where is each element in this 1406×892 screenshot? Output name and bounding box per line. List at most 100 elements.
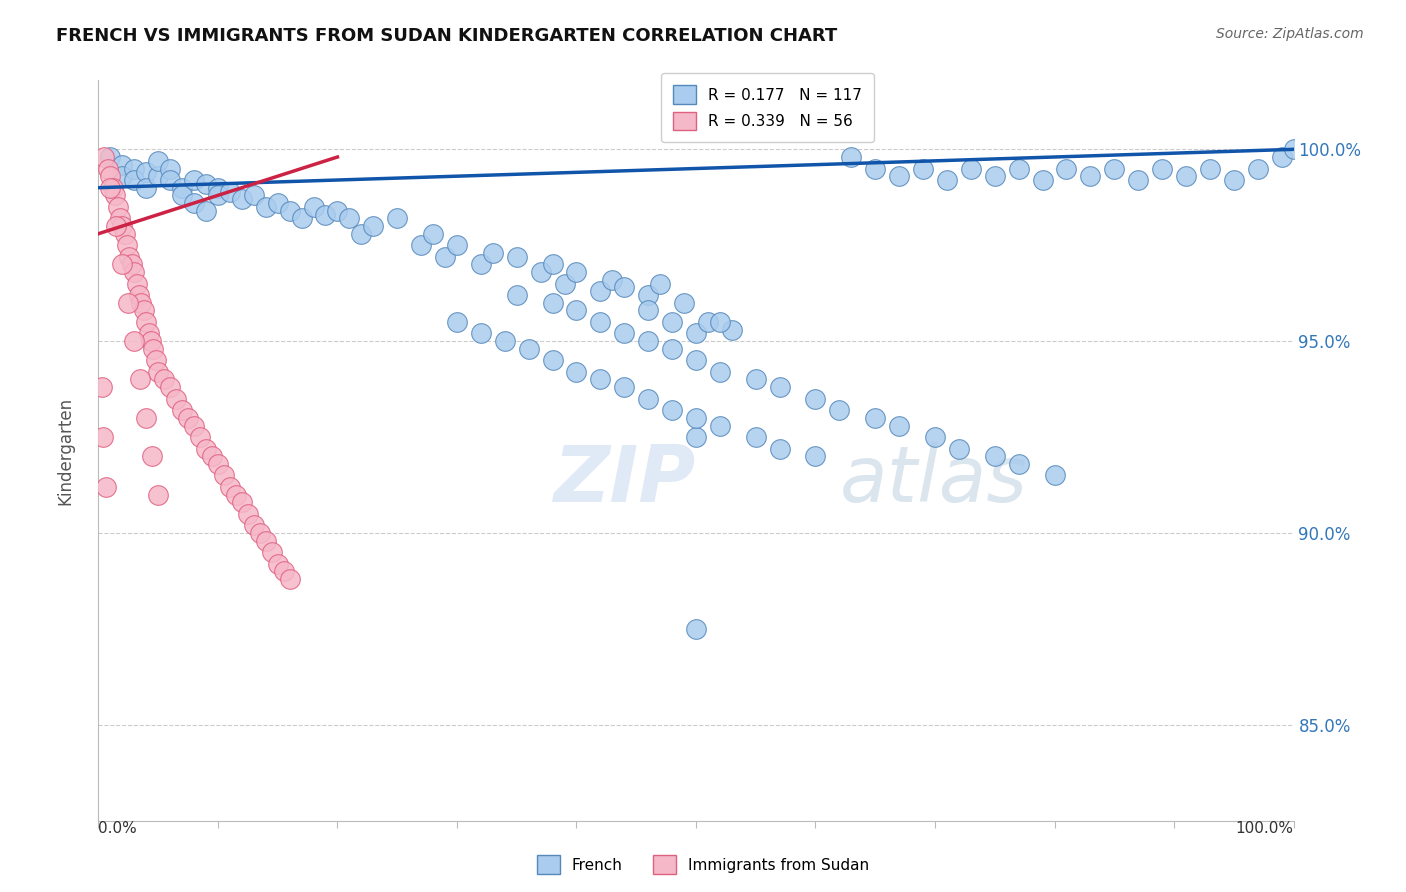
Point (470, 326, 492, 341)
Point (673, 295, 696, 310)
Point (804, 392, 827, 406)
Point (148, 365, 170, 379)
Point (111, 158, 134, 172)
Text: FRENCH VS IMMIGRANTS FROM SUDAN KINDERGARTEN CORRELATION CHART: FRENCH VS IMMIGRANTS FROM SUDAN KINDERGA… (56, 27, 838, 45)
Point (132, 303, 155, 318)
Point (912, 161, 935, 176)
Point (124, 173, 146, 187)
Point (177, 410, 200, 425)
Y-axis label: Kindergarten: Kindergarten (56, 396, 75, 505)
Point (1175, 169, 1198, 184)
Point (195, 442, 218, 456)
Point (661, 342, 683, 356)
Point (685, 410, 707, 425)
Point (613, 326, 636, 341)
Point (1282, 142, 1305, 156)
Point (434, 250, 457, 264)
Text: Source: ZipAtlas.com: Source: ZipAtlas.com (1216, 27, 1364, 41)
Point (326, 203, 349, 218)
Point (363, 219, 385, 233)
Point (183, 173, 205, 187)
Point (243, 518, 266, 533)
Point (565, 365, 588, 379)
Point (1043, 468, 1066, 483)
Point (159, 380, 181, 394)
Point (260, 545, 283, 559)
Point (124, 334, 146, 348)
Text: 0.0%: 0.0% (98, 821, 138, 836)
Point (1128, 173, 1150, 187)
Point (111, 219, 134, 233)
Point (685, 353, 707, 368)
Point (339, 211, 361, 226)
Text: atlas: atlas (839, 442, 1028, 518)
Point (135, 315, 157, 329)
Point (249, 525, 271, 540)
Point (148, 169, 170, 184)
Point (1008, 161, 1031, 176)
Point (302, 200, 325, 214)
Legend: R = 0.177   N = 117, R = 0.339   N = 56: R = 0.177 N = 117, R = 0.339 N = 56 (661, 73, 875, 143)
Point (446, 315, 468, 329)
Point (1247, 161, 1270, 176)
Point (207, 188, 229, 202)
Point (165, 392, 187, 406)
Point (91, 380, 114, 394)
Point (315, 208, 337, 222)
Point (139, 334, 162, 348)
Point (948, 442, 970, 456)
Point (105, 219, 128, 233)
Text: 100.0%: 100.0% (1236, 821, 1294, 836)
Point (589, 372, 612, 386)
Point (1223, 173, 1246, 187)
Point (141, 449, 163, 463)
Point (422, 227, 444, 241)
Point (267, 557, 290, 571)
Point (865, 161, 887, 176)
Point (91, 430, 114, 444)
Point (98, 150, 122, 164)
Point (637, 303, 659, 318)
Point (115, 238, 138, 252)
Legend: French, Immigrants from Sudan: French, Immigrants from Sudan (530, 849, 876, 880)
Point (148, 487, 170, 501)
Point (709, 315, 731, 329)
Point (661, 315, 683, 329)
Point (650, 277, 672, 291)
Point (117, 295, 139, 310)
Point (195, 203, 218, 218)
Point (159, 161, 181, 176)
Point (188, 430, 211, 444)
Point (709, 418, 731, 433)
Point (697, 315, 720, 329)
Point (709, 365, 731, 379)
Point (745, 372, 768, 386)
Point (613, 280, 636, 294)
Point (108, 211, 131, 226)
Point (131, 295, 153, 310)
Point (506, 288, 529, 302)
Point (101, 180, 124, 194)
Text: ZIP: ZIP (553, 442, 695, 518)
Point (541, 295, 564, 310)
Point (541, 257, 564, 271)
Point (148, 153, 170, 168)
Point (721, 323, 744, 337)
Point (1056, 161, 1078, 176)
Point (231, 495, 253, 509)
Point (482, 246, 505, 260)
Point (207, 457, 229, 471)
Point (254, 200, 277, 214)
Point (254, 533, 277, 548)
Point (236, 507, 259, 521)
Point (889, 418, 911, 433)
Point (1104, 161, 1126, 176)
Point (613, 380, 636, 394)
Point (637, 334, 659, 348)
Point (114, 227, 136, 241)
Point (219, 480, 242, 494)
Point (685, 622, 707, 636)
Point (1271, 150, 1294, 164)
Point (98, 180, 122, 194)
Point (124, 265, 146, 279)
